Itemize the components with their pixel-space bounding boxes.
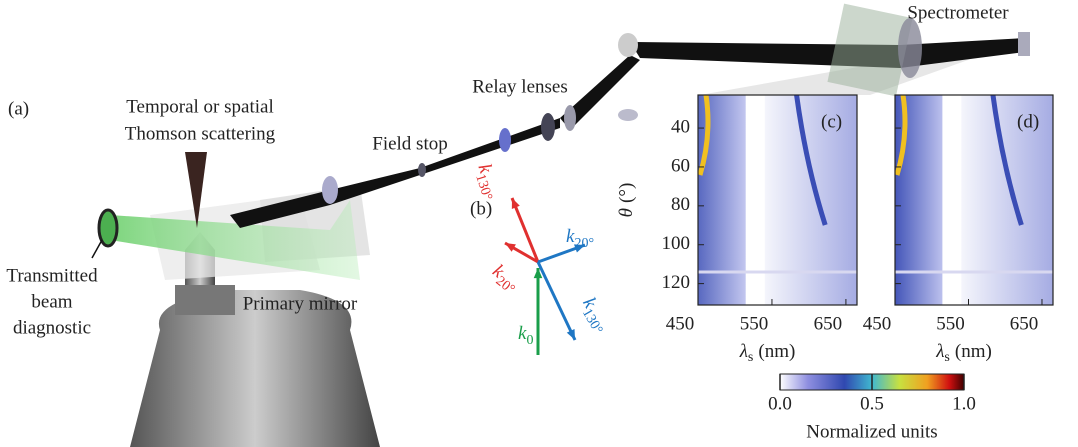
wavevector-label: k0 xyxy=(518,323,533,348)
label: Relay lenses xyxy=(472,76,568,97)
unit: (nm) xyxy=(955,341,992,362)
subscript: s xyxy=(748,350,753,365)
colorbar-tick-label: 1.0 xyxy=(952,393,976,414)
label: Primary mirror xyxy=(243,293,358,314)
wavevector-label: k130° xyxy=(469,161,503,202)
y-tick-label: 100 xyxy=(662,233,691,254)
pointer xyxy=(92,240,102,258)
label: diagnostic xyxy=(13,317,91,338)
mirror xyxy=(618,109,638,121)
lens xyxy=(499,128,511,152)
lens xyxy=(322,176,338,204)
unit: (nm) xyxy=(758,341,795,362)
wavevector-arrow xyxy=(538,262,575,340)
colorbar-label: Normalized units xyxy=(806,421,937,442)
lens xyxy=(898,18,922,78)
x-axis-label: λs (nm) xyxy=(935,341,992,365)
y-tick-label: 80 xyxy=(671,194,690,215)
x-tick-label: 450 xyxy=(863,313,892,334)
subscript: 130° xyxy=(579,306,605,337)
colorbar-tick-label: 0.0 xyxy=(768,393,792,414)
unit: (°) xyxy=(616,183,637,203)
subscript: s xyxy=(944,350,949,365)
detector xyxy=(1018,32,1030,56)
x-tick-label: 450 xyxy=(666,313,695,334)
y-tick-label: 60 xyxy=(671,155,690,176)
wavevector-label: k130° xyxy=(575,294,614,337)
subscript: 20° xyxy=(574,236,594,251)
lens xyxy=(541,113,555,141)
panel-label: (a) xyxy=(8,98,29,119)
x-tick-label: 550 xyxy=(936,313,965,334)
wavevector-label: k20° xyxy=(486,261,523,298)
wavevector-label: k20° xyxy=(566,226,594,251)
y-axis-label: θ (°) xyxy=(616,183,637,218)
x-tick-label: 650 xyxy=(814,313,843,334)
label: Transmitted xyxy=(6,265,98,286)
panel-label: (d) xyxy=(1017,111,1039,132)
subscript: 0 xyxy=(526,333,533,348)
symbol: λ xyxy=(739,341,748,362)
x-tick-label: 550 xyxy=(740,313,769,334)
symbol: θ xyxy=(616,208,637,217)
label: Field stop xyxy=(372,133,447,154)
wavevector-arrow xyxy=(512,198,538,262)
y-tick-label: 120 xyxy=(662,272,691,293)
symbol: λ xyxy=(935,341,944,362)
panel-label: (c) xyxy=(821,111,842,132)
y-tick-label: 40 xyxy=(671,116,690,137)
colorbar-tick-label: 0.5 xyxy=(860,393,884,414)
spectrometer-beam xyxy=(630,38,1025,68)
field-stop-shape xyxy=(418,163,426,177)
lens xyxy=(564,105,576,131)
figure: (a) Temporal or spatial Thomson scatteri… xyxy=(0,0,1078,447)
label: Thomson scattering xyxy=(125,123,276,144)
label: Temporal or spatial xyxy=(126,96,273,117)
label: Spectrometer xyxy=(907,2,1009,23)
x-axis-label: λs (nm) xyxy=(739,341,796,365)
mirror xyxy=(618,33,638,57)
arrow-head xyxy=(512,198,520,209)
label: beam xyxy=(31,291,72,312)
mount-block xyxy=(175,285,235,315)
x-tick-label: 650 xyxy=(1010,313,1039,334)
